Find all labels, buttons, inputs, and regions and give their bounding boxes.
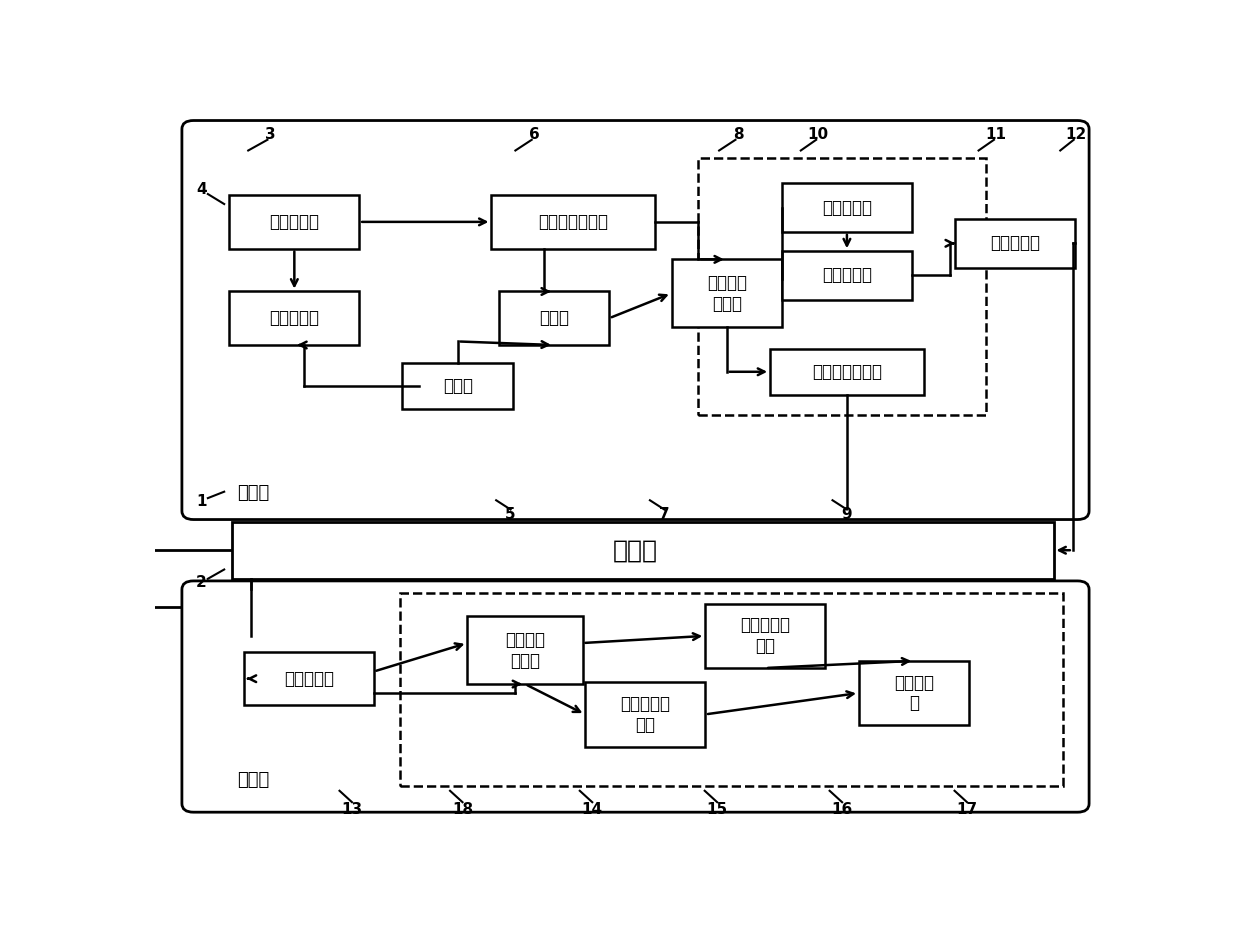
Text: 18: 18: [451, 802, 474, 817]
Bar: [955, 219, 1075, 268]
Text: 可调衰减器: 可调衰减器: [990, 235, 1040, 252]
Text: 第一光束分束器: 第一光束分束器: [538, 213, 608, 231]
Text: 11: 11: [986, 127, 1007, 142]
Text: 差分放大
器: 差分放大 器: [894, 674, 934, 712]
Bar: [585, 682, 706, 746]
Text: 12: 12: [1065, 127, 1086, 142]
Bar: [782, 184, 911, 232]
Text: 4: 4: [196, 183, 206, 197]
Bar: [770, 349, 924, 395]
Bar: [0, 551, 642, 607]
Bar: [401, 593, 1063, 786]
Bar: [491, 195, 655, 248]
Bar: [232, 522, 1054, 578]
Text: 第三光束
分束器: 第三光束 分束器: [505, 630, 546, 669]
FancyBboxPatch shape: [182, 121, 1089, 519]
Text: 14: 14: [582, 802, 603, 817]
Text: 信号源: 信号源: [443, 377, 472, 395]
Text: 16: 16: [832, 802, 853, 817]
Text: 2: 2: [196, 575, 207, 590]
Text: 动态偏振器: 动态偏振器: [284, 669, 334, 688]
Text: 第二光束
分束器: 第二光束 分束器: [707, 273, 746, 312]
Text: 15: 15: [707, 802, 728, 817]
Text: 减光子操作: 减光子操作: [822, 266, 872, 285]
Text: 发射端: 发射端: [237, 484, 269, 502]
Bar: [698, 158, 986, 414]
Text: 调制器: 调制器: [539, 310, 569, 327]
Text: 第一电光探测器: 第一电光探测器: [812, 362, 882, 381]
Bar: [672, 260, 782, 327]
Bar: [782, 251, 911, 299]
Bar: [244, 652, 373, 705]
Bar: [498, 291, 609, 345]
Bar: [706, 603, 826, 668]
Text: 3: 3: [265, 127, 275, 142]
Text: 第一激光器: 第一激光器: [269, 213, 320, 231]
Bar: [859, 661, 970, 725]
Bar: [229, 291, 360, 345]
Text: 9: 9: [842, 507, 852, 522]
Bar: [403, 362, 513, 409]
Text: 1: 1: [196, 494, 206, 509]
Text: 水信道: 水信道: [613, 539, 658, 562]
Text: 17: 17: [956, 802, 977, 817]
Text: 脉冲调制器: 脉冲调制器: [269, 310, 320, 327]
Text: 第二电光探
测器: 第二电光探 测器: [740, 616, 790, 655]
Text: 10: 10: [807, 127, 828, 142]
Text: 第三电光探
测器: 第三电光探 测器: [620, 695, 670, 734]
Text: 增光子操作: 增光子操作: [822, 198, 872, 217]
Text: 接收端: 接收端: [237, 771, 269, 789]
Text: 7: 7: [658, 507, 670, 522]
Text: 6: 6: [529, 127, 539, 142]
Bar: [467, 616, 583, 684]
FancyBboxPatch shape: [182, 581, 1089, 812]
Bar: [229, 195, 360, 248]
Text: 5: 5: [505, 507, 516, 522]
Text: 8: 8: [733, 127, 744, 142]
Text: 13: 13: [341, 802, 362, 817]
